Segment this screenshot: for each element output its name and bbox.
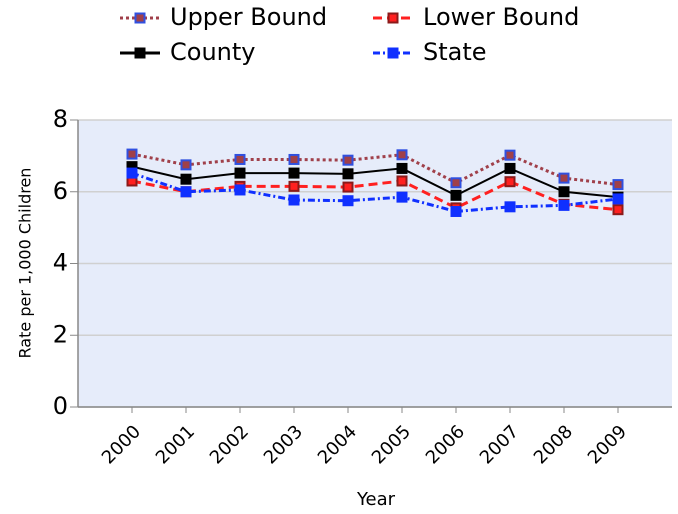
data-point (342, 195, 354, 207)
data-point (504, 176, 516, 188)
x-tick-label: 2006 (422, 421, 469, 468)
legend-swatch-marker (387, 47, 399, 59)
data-point (342, 154, 354, 166)
y-tick-label: 4 (53, 249, 68, 277)
legend-label: Lower Bound (423, 3, 579, 31)
data-point (288, 194, 300, 206)
legend-swatch-marker (387, 12, 399, 24)
legend-label: County (170, 38, 255, 66)
data-point (126, 148, 138, 160)
data-point (180, 159, 192, 171)
x-tick-label: 2001 (152, 421, 199, 468)
data-point (396, 162, 408, 174)
data-point (288, 180, 300, 192)
data-point (612, 179, 624, 191)
y-tick-label: 6 (53, 177, 68, 205)
data-point (558, 172, 570, 184)
x-tick-label: 2007 (476, 421, 523, 468)
data-point (234, 153, 246, 165)
data-point (612, 204, 624, 216)
legend-label: State (423, 38, 487, 66)
series-line (131, 179, 619, 212)
data-point (396, 191, 408, 203)
data-point (612, 193, 624, 205)
legend-swatch-marker (134, 47, 146, 59)
data-point (180, 173, 192, 185)
series-line (131, 152, 619, 187)
data-point (396, 175, 408, 187)
x-tick-label: 2008 (530, 421, 577, 468)
data-point (504, 162, 516, 174)
data-point (234, 184, 246, 196)
data-point (558, 199, 570, 211)
x-tick-label: 2002 (206, 421, 253, 468)
y-tick-label: 0 (53, 392, 68, 420)
legend-label: Upper Bound (170, 3, 327, 31)
y-axis-label: Rate per 1,000 Children (16, 168, 35, 359)
data-point (126, 167, 138, 179)
data-point (396, 149, 408, 161)
data-point (504, 201, 516, 213)
x-tick-label: 2005 (368, 421, 415, 468)
data-point (288, 167, 300, 179)
y-tick-label: 8 (53, 105, 68, 133)
data-point (504, 149, 516, 161)
x-tick-label: 2009 (584, 421, 631, 468)
data-point (450, 177, 462, 189)
series-line (131, 171, 619, 213)
x-tick-label: 2003 (260, 421, 307, 468)
x-tick-label: 2000 (98, 421, 145, 468)
x-tick-label: 2004 (314, 421, 361, 468)
data-point (288, 153, 300, 165)
data-point (180, 186, 192, 198)
legend-swatch-marker (134, 12, 146, 24)
y-tick-label: 2 (53, 320, 68, 348)
data-point (450, 205, 462, 217)
data-point (450, 189, 462, 201)
x-axis-label: Year (356, 489, 396, 510)
data-point (234, 167, 246, 179)
data-point (558, 186, 570, 198)
data-point (342, 181, 354, 193)
series-line (131, 165, 619, 199)
data-point (342, 168, 354, 180)
